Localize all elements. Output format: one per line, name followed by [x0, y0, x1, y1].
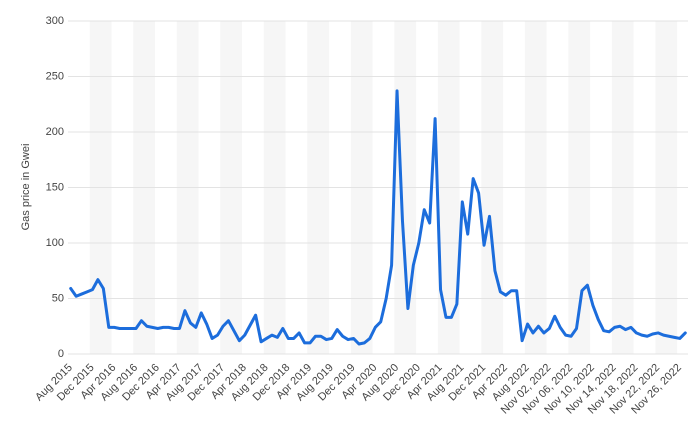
- y-tick-label: 300: [46, 15, 64, 27]
- y-tick-label: 100: [46, 237, 64, 249]
- y-tick-label: 200: [46, 126, 64, 138]
- y-tick-label: 150: [46, 181, 64, 193]
- y-tick-label: 0: [58, 348, 64, 360]
- y-tick-label: 250: [46, 70, 64, 82]
- data-line: [69, 89, 687, 346]
- y-axis-label: Gas price in Gwei: [20, 144, 32, 231]
- y-tick-label: 50: [52, 292, 64, 304]
